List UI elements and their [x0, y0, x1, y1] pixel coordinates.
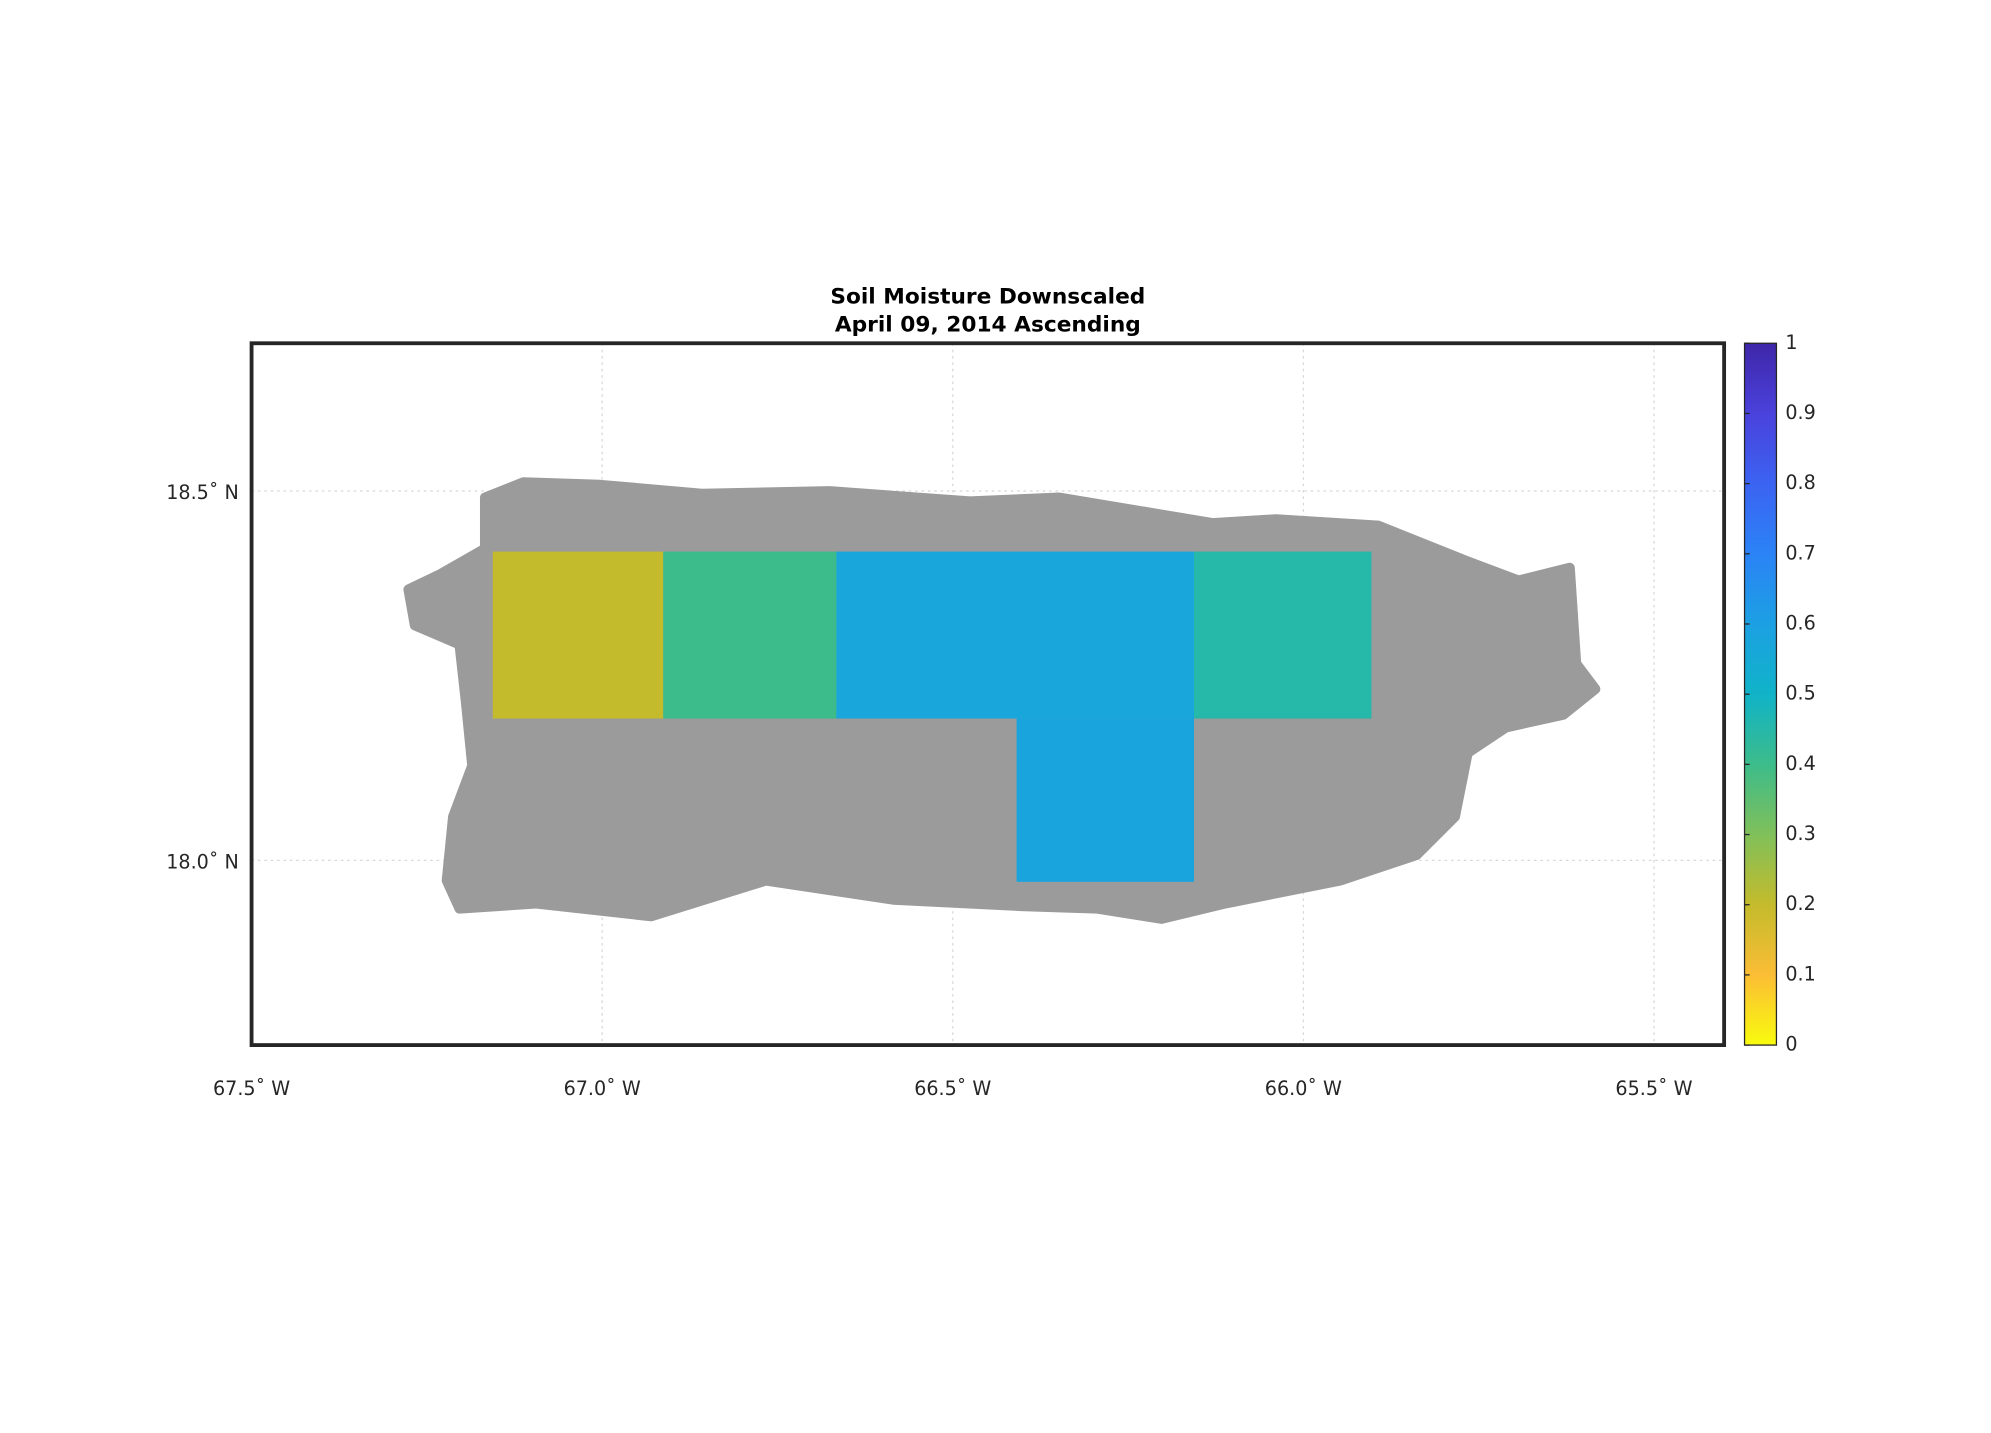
x-tick-label: 67.0˚ W — [564, 1077, 641, 1100]
colorbar-tick-label: 0.4 — [1785, 752, 1815, 775]
colorbar-tick-label: 0.5 — [1785, 682, 1815, 705]
plot-frame — [249, 341, 1727, 1047]
colorbar — [1743, 342, 1778, 1046]
colorbar-tick-label: 0.1 — [1785, 962, 1815, 985]
chart-title: Soil Moisture Downscaled — [830, 284, 1145, 309]
soil-moisture-region — [1194, 551, 1372, 719]
soil-moisture-region — [836, 551, 1195, 719]
colorbar-tick-label: 0.2 — [1785, 892, 1815, 915]
x-tick-label: 66.0˚ W — [1265, 1077, 1342, 1100]
colorbar-tick-label: 0.3 — [1785, 822, 1815, 845]
soil-moisture-region — [1016, 718, 1195, 882]
x-tick-label: 65.5˚ W — [1615, 1077, 1692, 1100]
colorbar-tick-label: 0 — [1785, 1033, 1797, 1056]
colorbar-tick-label: 0.7 — [1785, 541, 1815, 564]
x-tick-label: 67.5˚ W — [213, 1077, 290, 1100]
colorbar-tick-label: 0.6 — [1785, 611, 1815, 634]
y-tick-label: 18.0˚ N — [166, 850, 239, 873]
colorbar-tick-label: 1 — [1785, 331, 1797, 354]
soil-moisture-region — [663, 551, 837, 719]
colorbar-tick-label: 0.8 — [1785, 471, 1815, 494]
soil-moisture-region — [492, 551, 664, 719]
x-tick-label: 66.5˚ W — [914, 1077, 991, 1100]
chart-subtitle: April 09, 2014 Ascending — [835, 312, 1141, 337]
y-tick-label: 18.5˚ N — [166, 481, 239, 504]
colorbar-tick-label: 0.9 — [1785, 401, 1815, 424]
